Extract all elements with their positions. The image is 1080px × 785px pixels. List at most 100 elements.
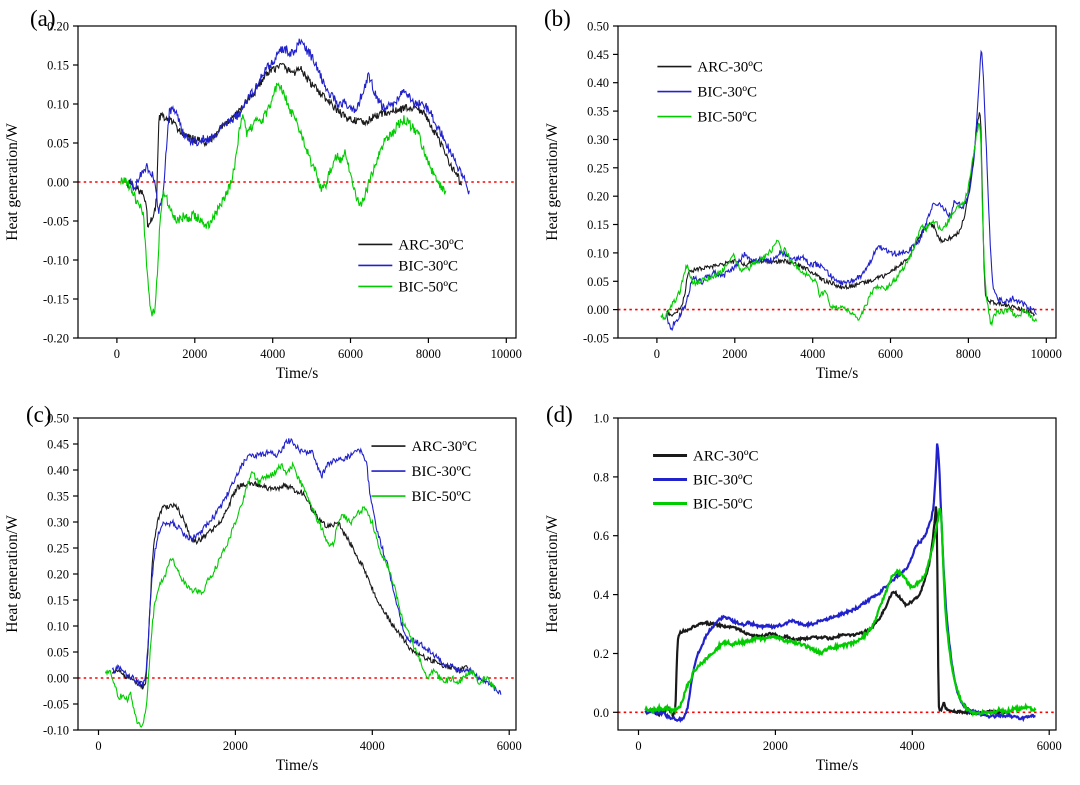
y-tick-label: 0.10 [587, 246, 609, 260]
y-axis-label: Heat generation/W [4, 515, 21, 633]
x-tick-label: 6000 [1037, 739, 1062, 753]
series-line [130, 38, 470, 214]
y-tick-label: 0.40 [47, 464, 69, 478]
x-tick-label: 2000 [722, 347, 747, 361]
legend-entry-label: BIC-50ºC [411, 489, 471, 505]
series-line [666, 112, 1036, 318]
y-tick-label: -0.10 [43, 724, 69, 738]
y-tick-label: 0.0 [593, 706, 609, 720]
legend-entry-label: BIC-50ºC [693, 496, 753, 512]
y-tick-label: 0.00 [47, 176, 69, 190]
y-axis-label: Heat generation/W [544, 515, 561, 633]
y-tick-label: 0.05 [587, 275, 609, 289]
y-tick-label: -0.10 [43, 254, 69, 268]
y-tick-label: -0.05 [43, 215, 69, 229]
panel-label: (a) [30, 6, 56, 31]
y-tick-label: 0.10 [47, 98, 69, 112]
y-tick-label: -0.05 [583, 332, 609, 346]
series-line [644, 506, 1011, 719]
panel-c: (c) 0 2000 4000 6000 0.50 0.45 0.40 0.35 0.30 0.2… [0, 392, 540, 785]
y-tick-label: -0.20 [43, 332, 69, 346]
x-axis-label: Time/s [816, 365, 859, 382]
series-line [104, 461, 497, 728]
panel-b: (b) 0 2000 4000 6000 8000 10000 0.50 0.45 0.40 0.… [540, 0, 1080, 392]
legend-entry-label: ARC-30ºC [411, 439, 477, 455]
y-tick-label: 0.40 [587, 76, 609, 90]
y-tick-label: -0.15 [43, 293, 69, 307]
y-tick-label: 0.30 [587, 133, 609, 147]
y-tick-label: 0.50 [587, 20, 609, 34]
y-tick-label: -0.05 [43, 698, 69, 712]
x-tick-label: 6000 [338, 347, 363, 361]
y-tick-label: 0.20 [47, 20, 69, 34]
legend-entry-label: ARC-30ºC [693, 448, 759, 464]
series-line [126, 62, 463, 228]
y-tick-label: 0.45 [47, 438, 69, 452]
y-tick-label: 0.05 [47, 646, 69, 660]
x-tick-label: 2000 [223, 739, 248, 753]
legend-entry-label: BIC-30ºC [411, 464, 471, 480]
legend-entry-label: ARC-30ºC [697, 60, 763, 76]
y-tick-label: 0.05 [47, 137, 69, 151]
series-line [111, 480, 469, 690]
panel-label: (d) [546, 402, 573, 427]
panel-b-chart: 0 2000 4000 6000 8000 10000 0.50 0.45 0.40 0.35 0.… [544, 20, 1062, 383]
y-tick-label: 0.30 [47, 516, 69, 530]
panel-label: (c) [26, 402, 52, 427]
panel-label: (b) [544, 6, 571, 31]
y-tick-label: 0.00 [587, 303, 609, 317]
y-tick-label: 0.15 [587, 218, 609, 232]
panel-d: (d) 0 2000 4000 6000 1.0 0.8 0.6 0.4 0.2 0.0 Time/… [540, 392, 1080, 785]
y-tick-label: 0.45 [587, 48, 609, 62]
x-axis-label: Time/s [276, 365, 319, 382]
x-axis-label: Time/s [276, 757, 319, 774]
plot-box [617, 417, 1057, 731]
x-tick-label: 2000 [182, 347, 207, 361]
y-tick-label: 0.2 [593, 647, 609, 661]
y-tick-label: 0.35 [587, 105, 609, 119]
y-tick-label: 0.25 [587, 161, 609, 175]
legend-entry-label: BIC-30ºC [697, 85, 757, 101]
series-line [111, 437, 502, 695]
series-line [644, 507, 1037, 718]
y-tick-label: 0.00 [47, 672, 69, 686]
x-tick-label: 0 [95, 739, 101, 753]
y-tick-label: 0.50 [47, 412, 69, 426]
x-tick-label: 0 [114, 347, 120, 361]
y-tick-label: 0.10 [47, 620, 69, 634]
x-tick-label: 10000 [491, 347, 522, 361]
y-axis-label: Heat generation/W [4, 123, 21, 241]
panel-a: (a) 0 2000 4000 6000 8000 10000 0.20 0.15 0.10 0.… [0, 0, 540, 392]
x-tick-label: 0 [635, 739, 641, 753]
x-tick-label: 8000 [956, 347, 981, 361]
x-tick-label: 4000 [260, 347, 285, 361]
y-tick-label: 0.25 [47, 542, 69, 556]
y-tick-label: 0.20 [47, 568, 69, 582]
legend-entry-label: BIC-50ºC [697, 110, 757, 126]
legend-entry-label: ARC-30ºC [398, 237, 464, 253]
x-tick-label: 10000 [1031, 347, 1062, 361]
x-tick-label: 2000 [763, 739, 788, 753]
x-axis-label: Time/s [816, 757, 859, 774]
series-line [120, 82, 447, 317]
x-tick-label: 6000 [878, 347, 903, 361]
x-tick-label: 4000 [360, 739, 385, 753]
y-tick-label: 0.20 [587, 190, 609, 204]
legend-entry-label: BIC-30ºC [693, 472, 753, 488]
x-tick-label: 0 [654, 347, 660, 361]
panel-a-chart: 0 2000 4000 6000 8000 10000 0.20 0.15 0.10 0.05 0.… [4, 20, 522, 383]
y-tick-label: 0.4 [593, 588, 609, 602]
y-axis-label: Heat generation/W [544, 123, 561, 241]
x-tick-label: 4000 [900, 739, 925, 753]
y-tick-label: 0.35 [47, 490, 69, 504]
x-tick-label: 8000 [416, 347, 441, 361]
y-tick-label: 0.15 [47, 59, 69, 73]
y-tick-label: 0.15 [47, 594, 69, 608]
y-tick-label: 0.6 [593, 529, 609, 543]
series-line [660, 122, 1038, 327]
legend-entry-label: BIC-50ºC [398, 279, 458, 295]
x-tick-label: 6000 [497, 739, 522, 753]
panel-d-chart: 0 2000 4000 6000 1.0 0.8 0.6 0.4 0.2 0.0 Time/s Hea… [544, 412, 1062, 775]
plot-box [617, 25, 1057, 339]
